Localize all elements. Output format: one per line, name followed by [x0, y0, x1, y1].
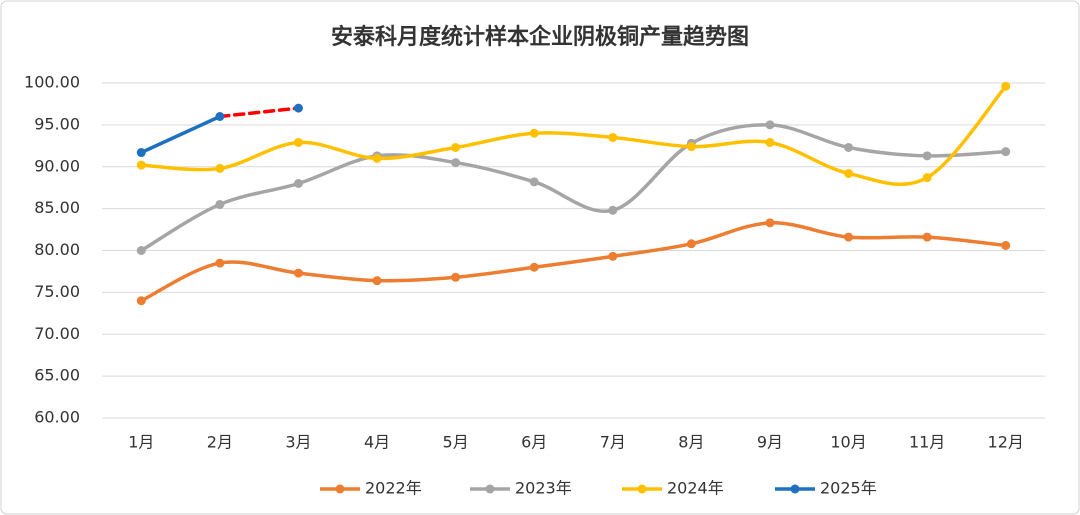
data-point — [1001, 81, 1011, 91]
data-point — [529, 128, 539, 138]
x-tick-label: 10月 — [830, 433, 866, 452]
data-point — [215, 258, 225, 268]
data-point — [844, 142, 854, 152]
legend-label: 2024年 — [667, 479, 724, 498]
series-line — [139, 114, 222, 155]
data-point — [608, 251, 618, 261]
data-point — [136, 296, 146, 306]
data-point — [686, 142, 696, 152]
data-point — [922, 232, 932, 242]
data-point — [372, 276, 382, 286]
y-tick-label: 65.00 — [34, 366, 80, 385]
x-tick-label: 6月 — [521, 433, 547, 452]
data-point — [765, 120, 775, 130]
data-point — [451, 158, 461, 168]
data-point — [293, 179, 303, 188]
data-point — [765, 218, 775, 228]
data-point — [1001, 147, 1011, 157]
data-point — [136, 160, 146, 170]
data-point — [215, 163, 225, 173]
data-point — [293, 137, 303, 147]
y-tick-label: 75.00 — [34, 282, 80, 301]
legend-label: 2022年 — [365, 479, 422, 498]
x-tick-label: 2月 — [207, 433, 233, 452]
x-tick-label: 7月 — [600, 433, 626, 452]
chart-title: 安泰科月度统计样本企业阴极铜产量趋势图 — [331, 24, 749, 50]
x-tick-label: 4月 — [364, 433, 390, 452]
legend-marker — [790, 484, 800, 494]
data-point — [529, 177, 539, 187]
data-point — [686, 239, 696, 249]
data-point — [136, 148, 146, 158]
data-point — [215, 112, 225, 121]
x-tick-label: 12月 — [988, 433, 1024, 452]
y-tick-label: 60.00 — [34, 408, 80, 427]
data-point — [215, 199, 225, 209]
legend-marker — [335, 484, 345, 494]
legend-marker — [485, 484, 495, 494]
y-tick-label: 85.00 — [34, 198, 80, 217]
data-point — [451, 272, 461, 282]
data-point — [844, 168, 854, 178]
x-tick-label: 11月 — [909, 433, 945, 452]
data-point — [529, 262, 539, 272]
forecast-line — [218, 106, 301, 119]
y-tick-label: 90.00 — [34, 156, 80, 175]
x-tick-label: 9月 — [757, 433, 783, 452]
data-point — [136, 246, 146, 255]
data-point — [922, 151, 932, 161]
data-point — [372, 153, 382, 163]
data-point — [293, 103, 303, 113]
data-point — [608, 205, 618, 215]
series-line — [139, 84, 1008, 186]
data-point — [608, 132, 618, 142]
y-tick-label: 100.00 — [24, 73, 80, 92]
x-tick-label: 1月 — [128, 433, 154, 452]
data-point — [451, 142, 461, 152]
data-point — [922, 173, 932, 183]
x-tick-label: 5月 — [443, 433, 469, 452]
legend-marker — [637, 484, 647, 494]
data-point — [765, 137, 775, 147]
x-tick-label: 3月 — [285, 433, 311, 452]
y-tick-label: 70.00 — [34, 324, 80, 343]
data-point — [293, 268, 303, 278]
legend-label: 2023年 — [515, 479, 572, 498]
data-point — [1001, 240, 1011, 250]
data-point — [844, 232, 854, 242]
y-tick-label: 80.00 — [34, 240, 80, 259]
legend-label: 2025年 — [820, 479, 877, 498]
y-tick-label: 95.00 — [34, 114, 80, 133]
x-tick-label: 8月 — [678, 433, 704, 452]
